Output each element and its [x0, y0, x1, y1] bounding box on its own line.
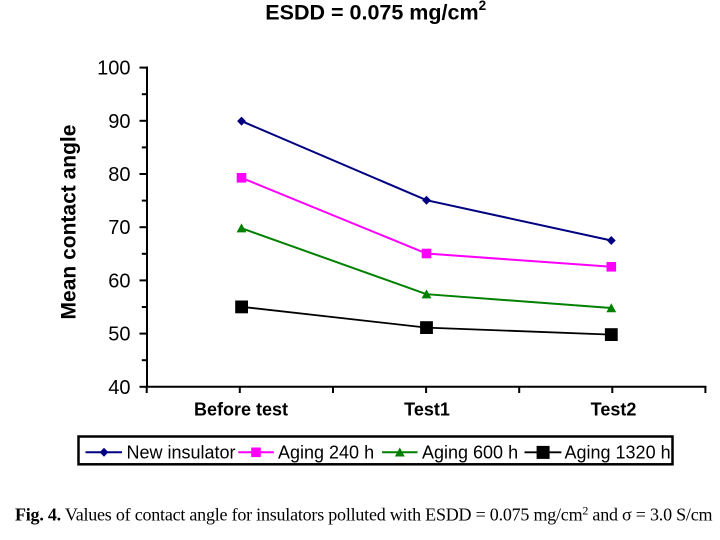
svg-text:60: 60 [108, 270, 130, 292]
svg-text:70: 70 [108, 217, 130, 239]
svg-text:100: 100 [97, 58, 130, 80]
svg-text:Aging 1320 h: Aging 1320 h [565, 443, 671, 463]
svg-text:Fig. 4. Values of contact angl: Fig. 4. Values of contact angle for insu… [15, 504, 712, 525]
svg-text:Before test: Before test [194, 400, 288, 420]
svg-text:Test2: Test2 [591, 400, 637, 420]
svg-text:Aging 240 h: Aging 240 h [278, 443, 374, 463]
svg-text:Test1: Test1 [404, 400, 450, 420]
svg-text:90: 90 [108, 111, 130, 133]
svg-text:Aging 600 h: Aging 600 h [422, 443, 518, 463]
svg-text:ESDD = 0.075 mg/cm2: ESDD = 0.075 mg/cm2 [265, 0, 486, 25]
svg-text:50: 50 [108, 324, 130, 346]
svg-text:Mean contact angle: Mean contact angle [58, 125, 81, 320]
svg-text:80: 80 [108, 164, 130, 186]
svg-text:New insulator: New insulator [127, 443, 236, 463]
svg-text:40: 40 [108, 377, 130, 399]
